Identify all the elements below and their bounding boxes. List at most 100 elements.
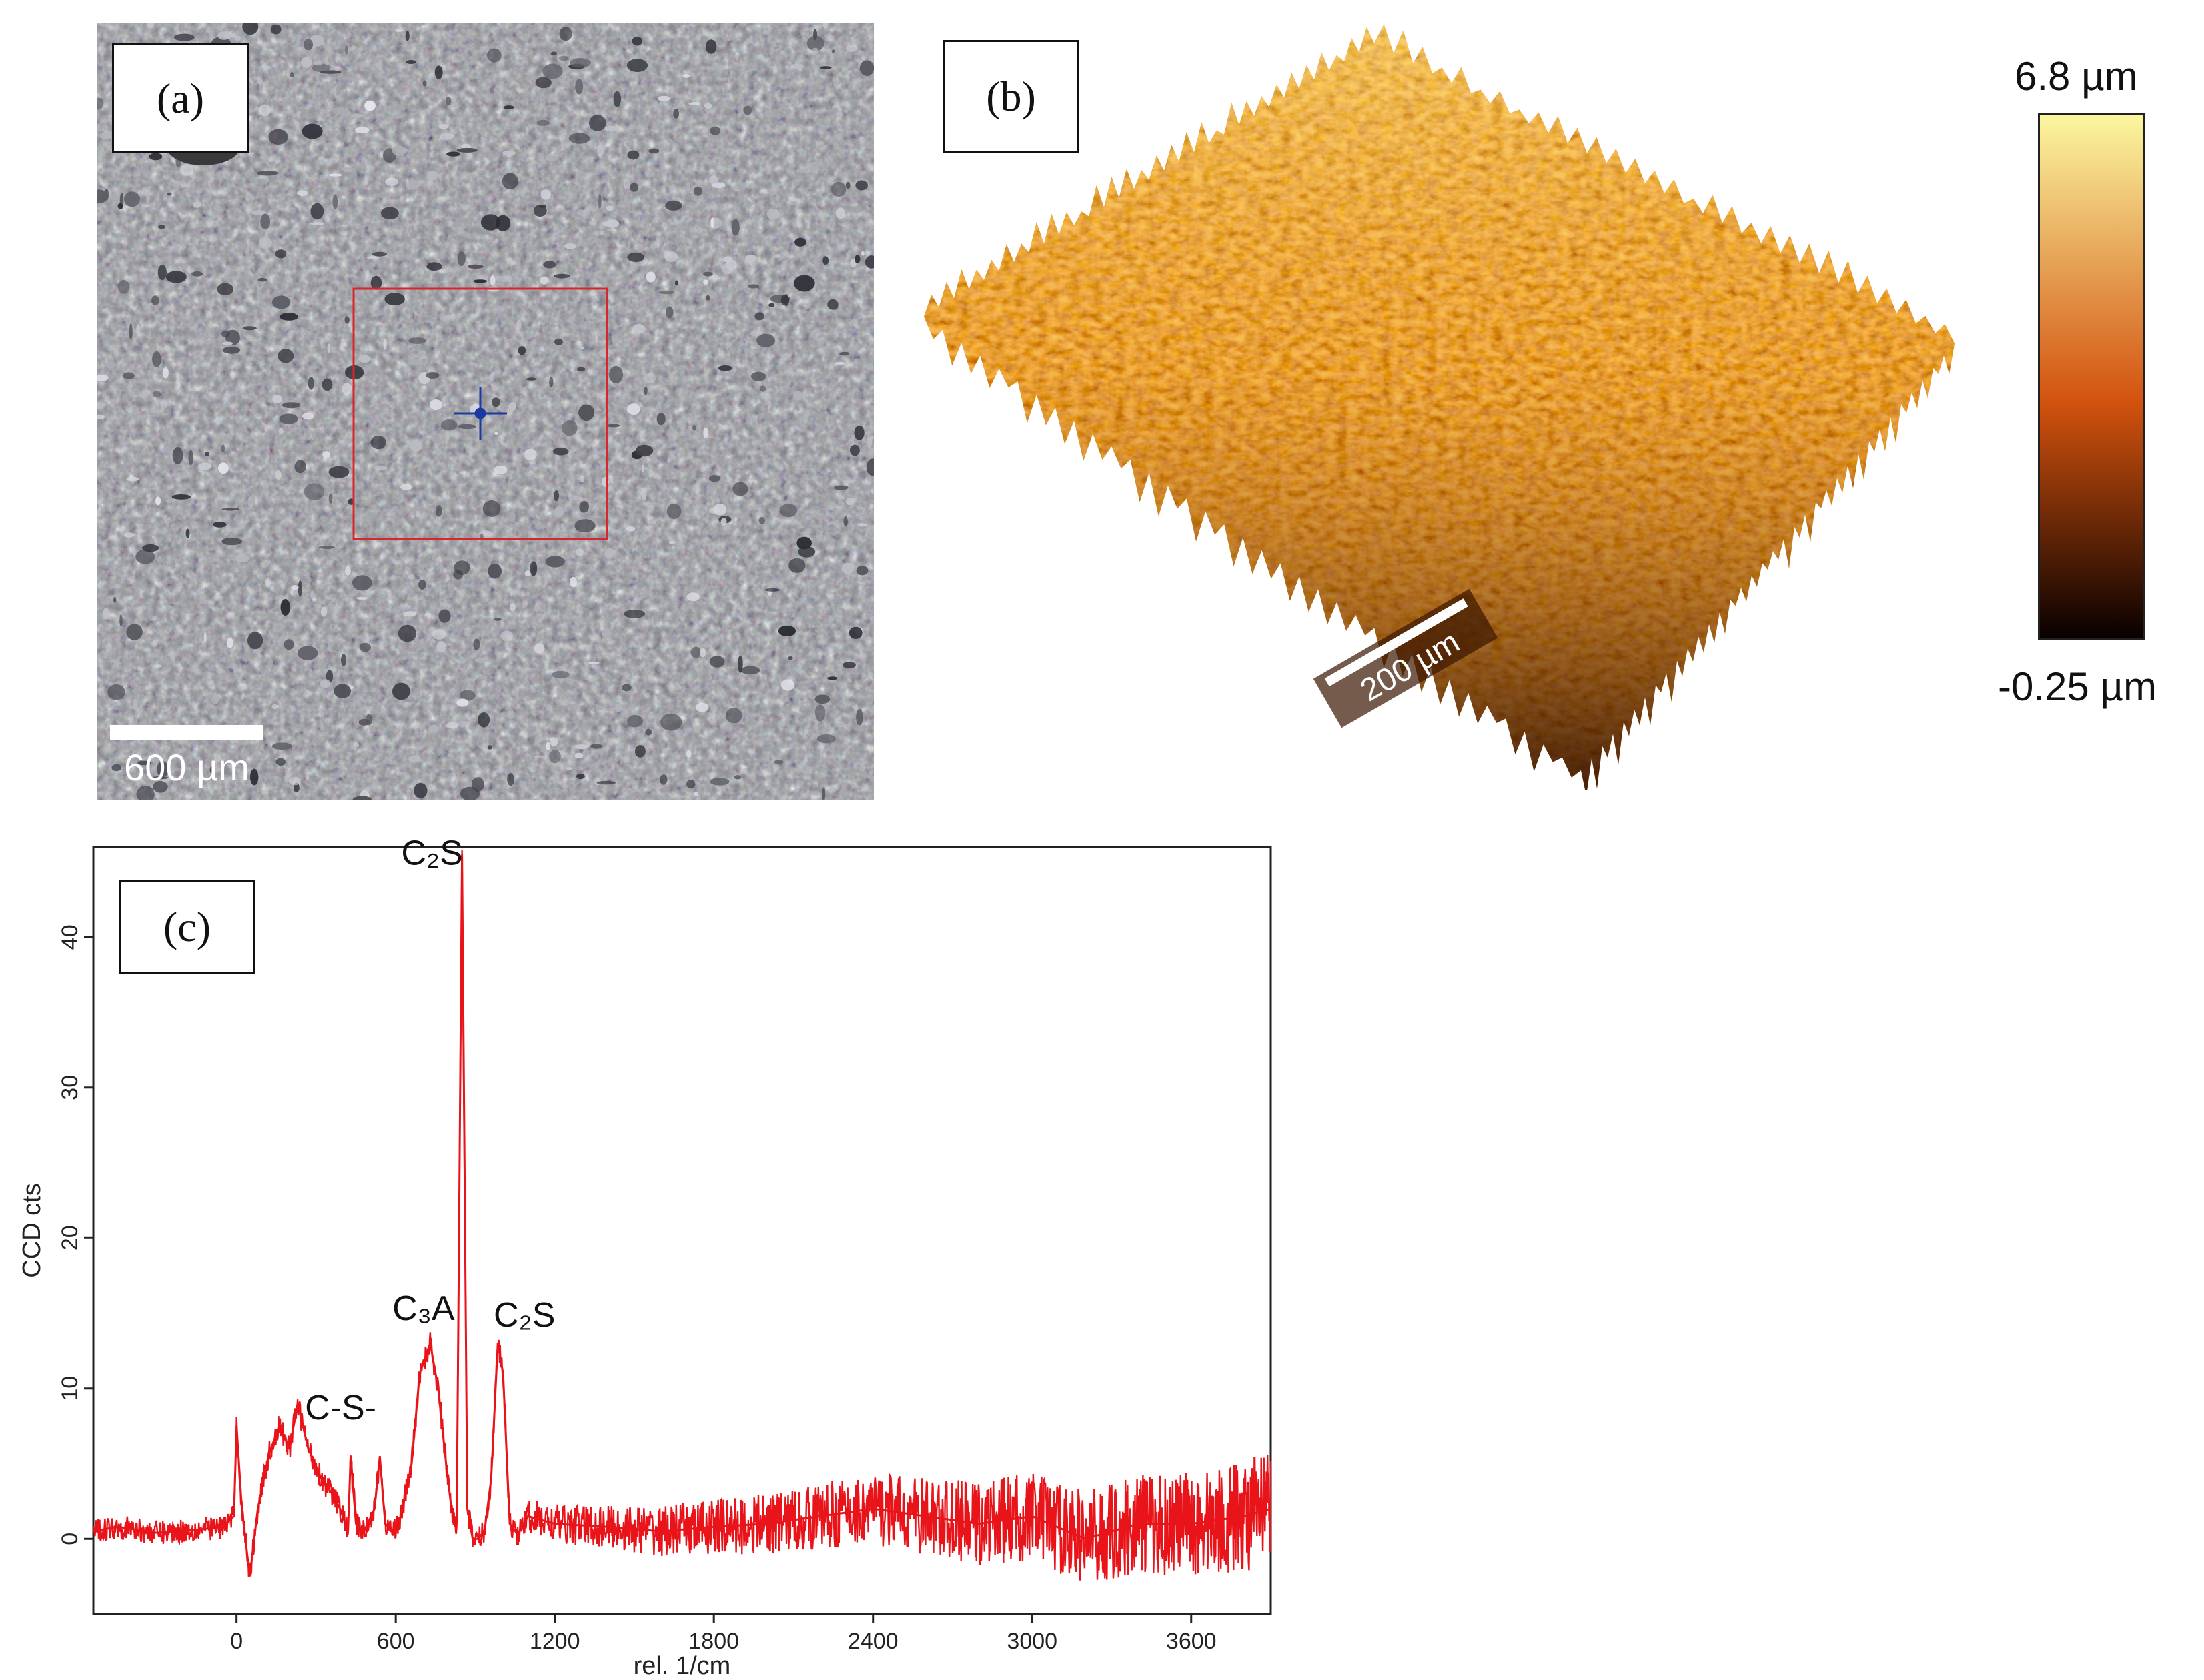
grain-particle	[665, 200, 682, 211]
grain-particle	[222, 346, 241, 354]
grain-particle	[354, 742, 359, 748]
colorbar-max-label: 6.8 µm	[2015, 54, 2138, 99]
grain-particle	[406, 179, 420, 190]
grain-particle	[659, 290, 675, 295]
grain-particle	[540, 276, 549, 285]
grain-particle	[664, 251, 678, 263]
grain-particle	[129, 323, 133, 339]
grain-particle	[545, 556, 565, 568]
grain-particle	[552, 447, 569, 456]
grain-particle	[726, 708, 742, 724]
grain-particle	[756, 333, 775, 347]
grain-particle	[332, 194, 338, 210]
grain-particle	[536, 119, 550, 126]
grain-particle	[523, 33, 530, 41]
grain-particle	[146, 193, 150, 204]
grain-particle	[609, 366, 623, 383]
grain-particle	[594, 408, 602, 411]
grain-particle	[279, 413, 298, 424]
grain-particle	[418, 579, 426, 590]
grain-particle	[630, 183, 638, 192]
grain-particle	[500, 630, 514, 641]
grain-particle	[570, 576, 577, 588]
grain-particle	[867, 436, 873, 448]
grain-particle	[615, 703, 622, 712]
grain-particle	[811, 47, 819, 54]
grain-particle	[706, 295, 710, 301]
colorbar: 6.8 µm -0.25 µm	[1968, 40, 2204, 740]
y-tick-label: 30	[57, 1075, 83, 1100]
grain-particle	[304, 39, 314, 51]
grain-particle	[627, 150, 640, 160]
grain-particle	[290, 72, 294, 78]
grain-particle	[686, 780, 696, 789]
grain-particle	[700, 648, 706, 658]
grain-particle	[750, 371, 766, 381]
aggregate-grains	[97, 23, 874, 800]
grain-particle	[312, 60, 323, 66]
grain-particle	[213, 205, 221, 211]
grain-particle	[705, 39, 717, 54]
grain-particle	[408, 337, 426, 344]
grain-particle	[480, 214, 501, 231]
grain-particle	[258, 237, 273, 249]
grain-particle	[766, 209, 780, 220]
grain-particle	[635, 444, 654, 457]
grain-particle	[352, 575, 372, 591]
grain-particle	[799, 766, 814, 774]
grain-particle	[268, 129, 288, 145]
grain-particle	[496, 276, 510, 282]
grain-particle	[627, 252, 644, 263]
grain-particle	[209, 766, 214, 774]
grain-particle	[686, 182, 690, 192]
grain-particle	[374, 465, 388, 471]
grain-particle	[438, 123, 449, 129]
grain-particle	[97, 97, 104, 110]
grain-particle	[792, 588, 797, 592]
grain-particle	[605, 219, 620, 228]
x-tick-label: 600	[377, 1629, 415, 1654]
grain-particle	[122, 372, 135, 379]
grain-particle	[831, 181, 847, 197]
grain-particle	[579, 464, 586, 468]
grain-particle	[403, 611, 417, 617]
grain-particle	[822, 256, 829, 265]
grain-particle	[606, 205, 614, 211]
grain-particle	[280, 313, 298, 321]
grain-particle	[167, 516, 171, 521]
grain-particle	[234, 554, 249, 562]
grain-particle	[850, 444, 860, 456]
grain-particle	[482, 500, 501, 517]
grain-particle	[813, 29, 818, 41]
grain-particle	[173, 33, 195, 41]
grain-particle	[153, 780, 168, 793]
grain-particle	[460, 786, 480, 800]
grain-particle	[265, 578, 271, 587]
grain-particle	[97, 414, 105, 419]
grain-particle	[302, 123, 323, 139]
grain-particle	[291, 585, 299, 590]
grain-particle	[805, 77, 815, 87]
grain-particle	[694, 791, 698, 796]
grain-particle	[602, 628, 611, 638]
grain-particle	[135, 549, 155, 564]
grain-particle	[352, 796, 372, 800]
grain-particle	[576, 367, 586, 372]
grain-particle	[648, 148, 660, 154]
grain-particle	[381, 207, 399, 220]
grain-particle	[589, 115, 606, 131]
grain-particle	[774, 254, 780, 258]
grain-particle	[151, 776, 169, 780]
grain-particle	[599, 348, 612, 358]
grain-particle	[576, 773, 585, 780]
grain-particle	[644, 373, 656, 384]
grain-particle	[424, 612, 432, 617]
grain-particle	[350, 113, 364, 119]
colorbar-gradient	[2038, 113, 2145, 640]
x-tick-label: 1800	[688, 1629, 739, 1654]
grain-particle	[123, 532, 135, 538]
grain-particle	[191, 247, 197, 252]
grain-particle	[438, 609, 451, 623]
grain-particle	[165, 271, 187, 283]
grain-particle	[453, 570, 464, 580]
